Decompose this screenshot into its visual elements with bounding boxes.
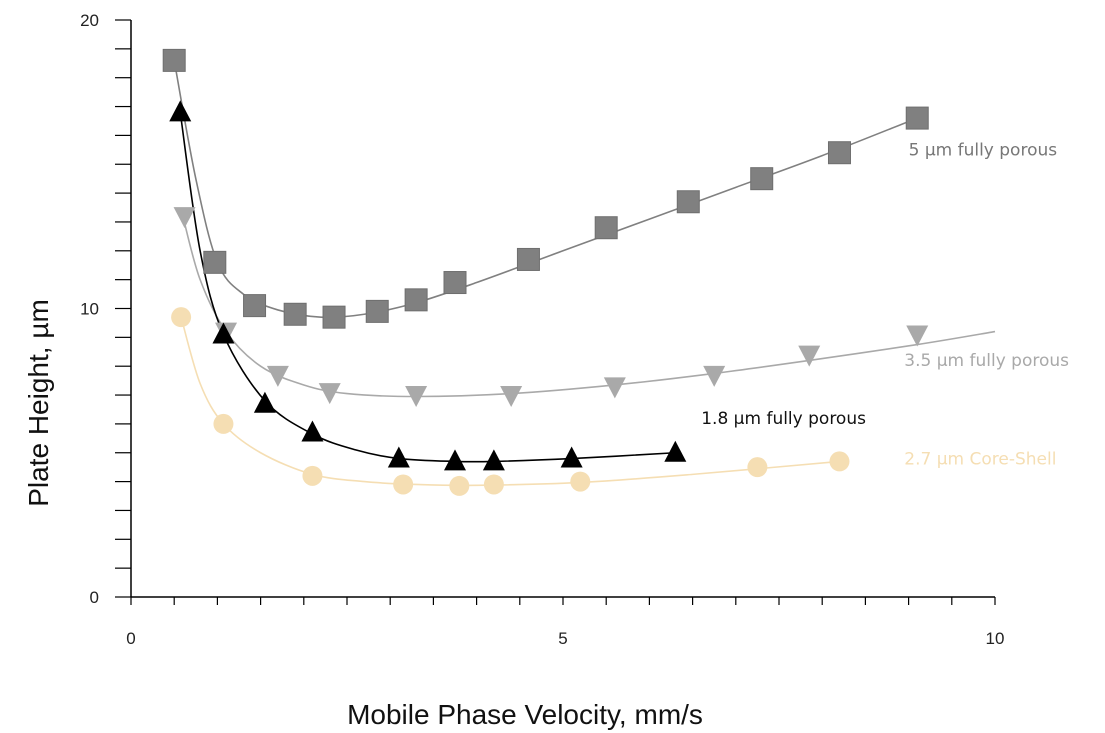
data-point-0 [203, 250, 227, 274]
x-axis-title: Mobile Phase Velocity, mm/s [347, 699, 703, 730]
data-point-2 [664, 440, 687, 462]
data-point-2 [212, 322, 235, 344]
data-point-3 [302, 465, 323, 486]
data-point-2 [169, 100, 192, 122]
data-point-3 [483, 474, 504, 495]
data-point-2 [387, 446, 410, 468]
data-point-3 [449, 475, 470, 496]
data-point-2 [253, 391, 276, 413]
x-tick-label: 10 [986, 629, 1005, 648]
series-label-0: 5 µm fully porous [909, 141, 1058, 161]
series-labels: 5 µm fully porous 3.5 µm fully porous 1.8 … [701, 141, 1069, 470]
data-point-0 [516, 247, 540, 271]
data-point-3 [171, 307, 192, 328]
data-point-2 [482, 449, 505, 471]
data-point-0 [365, 299, 389, 323]
data-point-0 [404, 288, 428, 312]
data-point-0 [162, 48, 186, 72]
data-point-1 [500, 386, 523, 408]
data-point-2 [444, 449, 466, 471]
data-point-0 [827, 141, 851, 165]
data-point-2 [301, 420, 324, 442]
data-point-1 [603, 377, 626, 399]
y-tick-label: 0 [90, 588, 99, 607]
data-point-1 [798, 345, 821, 367]
series-label-1: 3.5 µm fully porous [904, 351, 1069, 371]
series-label-3: 2.7 µm Core-Shell [904, 449, 1056, 469]
fit-curves [173, 60, 996, 487]
fit-curve-0 [173, 60, 918, 319]
x-tick-label: 5 [558, 629, 567, 648]
data-point-3 [570, 471, 591, 492]
data-point-3 [213, 413, 234, 434]
axes: 0 5 10 0 10 20 [80, 11, 1004, 648]
data-point-1 [173, 207, 196, 229]
data-point-0 [750, 167, 774, 191]
fit-curve-2 [179, 112, 676, 463]
data-point-1 [906, 325, 929, 347]
data-point-0 [443, 271, 467, 295]
data-point-1 [318, 383, 341, 405]
series-label-2: 1.8 µm fully porous [701, 409, 866, 429]
data-point-0 [594, 216, 618, 240]
data-point-0 [243, 294, 267, 318]
data-point-1 [703, 365, 726, 387]
data-point-0 [322, 305, 346, 329]
data-point-0 [283, 302, 307, 326]
x-tick-label: 0 [126, 629, 135, 648]
data-point-3 [747, 457, 768, 478]
data-point-2 [560, 446, 583, 468]
data-point-1 [405, 386, 428, 408]
data-point-3 [829, 451, 850, 472]
data-point-0 [676, 190, 700, 214]
data-point-3 [393, 474, 414, 495]
data-point-0 [905, 106, 929, 130]
y-tick-label: 20 [80, 11, 99, 30]
data-markers [162, 48, 929, 496]
y-tick-label: 10 [80, 300, 99, 319]
y-axis-title: Plate Height, µm [23, 299, 54, 507]
data-point-1 [266, 365, 289, 387]
